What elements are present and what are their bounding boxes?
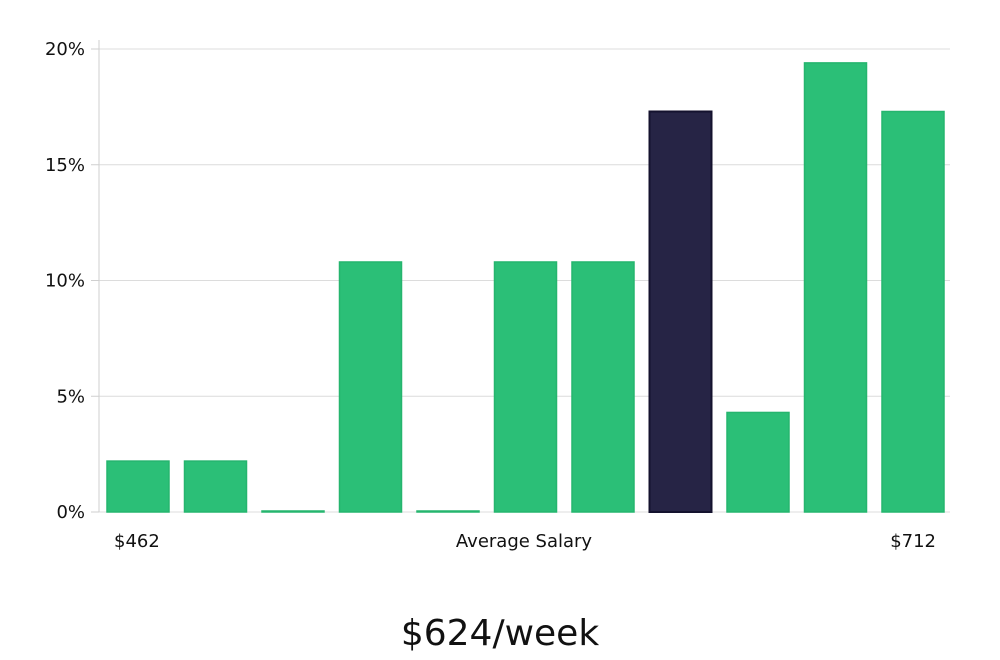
y-tick-label: 20% (45, 39, 85, 60)
bar (416, 510, 480, 513)
bar (881, 110, 945, 513)
bar (571, 261, 635, 513)
bar (261, 510, 325, 513)
bar (106, 460, 170, 513)
x-max-label: $712 (890, 531, 936, 552)
bar (493, 261, 558, 513)
y-tick-label: 10% (45, 271, 85, 292)
y-tick-label: 15% (45, 155, 85, 176)
bars (106, 62, 945, 513)
salary-histogram: 0% 5% 10% 15% 20% $462 Average Salary $712 (45, 39, 950, 552)
bar (183, 460, 248, 513)
average-salary-headline: $624/week (400, 613, 600, 654)
y-axis: 0% 5% 10% 15% 20% (45, 39, 99, 523)
y-tick-label: 5% (56, 386, 85, 407)
bar (338, 261, 403, 513)
x-min-label: $462 (114, 531, 160, 552)
bar (803, 62, 868, 513)
x-axis-title: Average Salary (456, 531, 593, 552)
y-tick-label: 0% (56, 502, 85, 523)
bar-highlighted (648, 110, 713, 513)
bar (726, 411, 790, 513)
